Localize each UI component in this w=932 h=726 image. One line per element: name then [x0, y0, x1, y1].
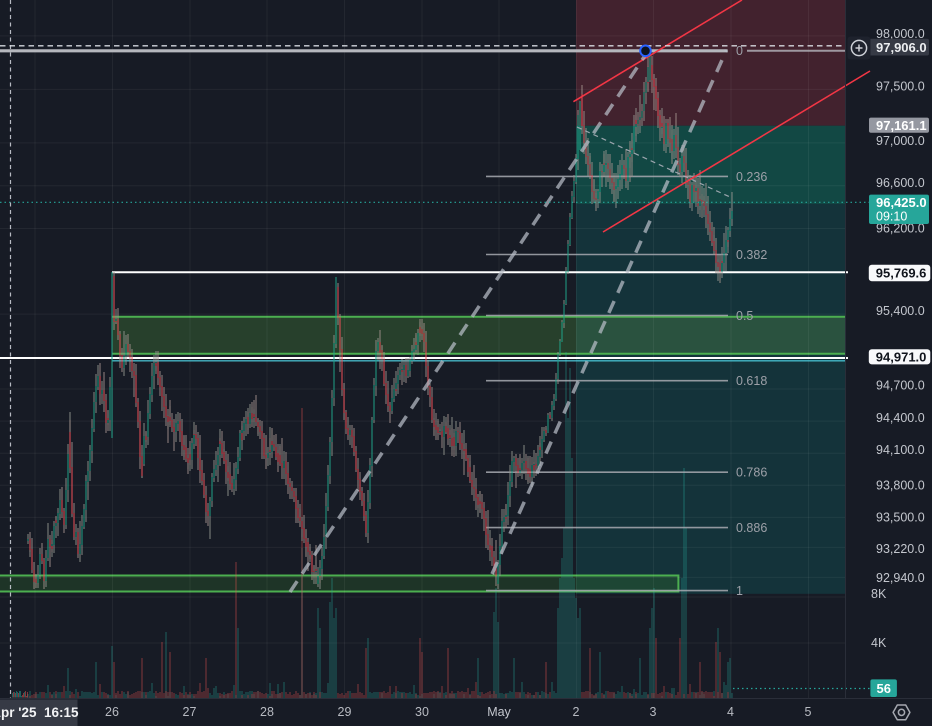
svg-text:93,800.0: 93,800.0 [876, 478, 925, 492]
svg-text:56: 56 [877, 681, 891, 696]
svg-text:97,000.0: 97,000.0 [876, 134, 925, 148]
svg-text:30: 30 [415, 705, 429, 719]
svg-text:97,906.0: 97,906.0 [876, 40, 927, 55]
svg-text:4K: 4K [871, 636, 887, 650]
svg-text:27: 27 [183, 705, 197, 719]
svg-text:May: May [487, 705, 511, 719]
svg-text:28: 28 [260, 705, 274, 719]
svg-text:8K: 8K [871, 587, 887, 601]
svg-text:29: 29 [338, 705, 352, 719]
svg-text:94,700.0: 94,700.0 [876, 379, 925, 393]
svg-text:0.886: 0.886 [736, 521, 767, 535]
svg-text:1: 1 [736, 584, 743, 598]
svg-text:0.382: 0.382 [736, 248, 767, 262]
svg-text:94,971.0: 94,971.0 [876, 349, 927, 364]
svg-text:30 Apr '25 16:15: 30 Apr '25 16:15 [0, 705, 79, 720]
svg-text:94,400.0: 94,400.0 [876, 411, 925, 425]
svg-text:4: 4 [727, 705, 734, 719]
svg-text:0.786: 0.786 [736, 466, 767, 480]
svg-text:95,400.0: 95,400.0 [876, 304, 925, 318]
svg-text:0.618: 0.618 [736, 374, 767, 388]
svg-text:0.236: 0.236 [736, 170, 767, 184]
svg-text:96,200.0: 96,200.0 [876, 221, 925, 235]
svg-text:09:10: 09:10 [876, 210, 907, 224]
svg-text:95,769.6: 95,769.6 [876, 266, 927, 281]
svg-text:92,940.0: 92,940.0 [876, 571, 925, 585]
svg-text:98,000.0: 98,000.0 [876, 27, 925, 41]
svg-text:2: 2 [573, 705, 580, 719]
svg-text:93,220.0: 93,220.0 [876, 542, 925, 556]
svg-text:0: 0 [736, 44, 743, 58]
svg-text:93,500.0: 93,500.0 [876, 510, 925, 524]
svg-text:26: 26 [105, 705, 119, 719]
svg-text:97,500.0: 97,500.0 [876, 80, 925, 94]
svg-text:0.5: 0.5 [736, 309, 753, 323]
svg-text:97,161.1: 97,161.1 [876, 118, 927, 133]
svg-text:5: 5 [805, 705, 812, 719]
svg-text:96,425.0: 96,425.0 [876, 195, 927, 210]
svg-text:96,600.0: 96,600.0 [876, 176, 925, 190]
svg-text:3: 3 [650, 705, 657, 719]
svg-text:94,100.0: 94,100.0 [876, 443, 925, 457]
